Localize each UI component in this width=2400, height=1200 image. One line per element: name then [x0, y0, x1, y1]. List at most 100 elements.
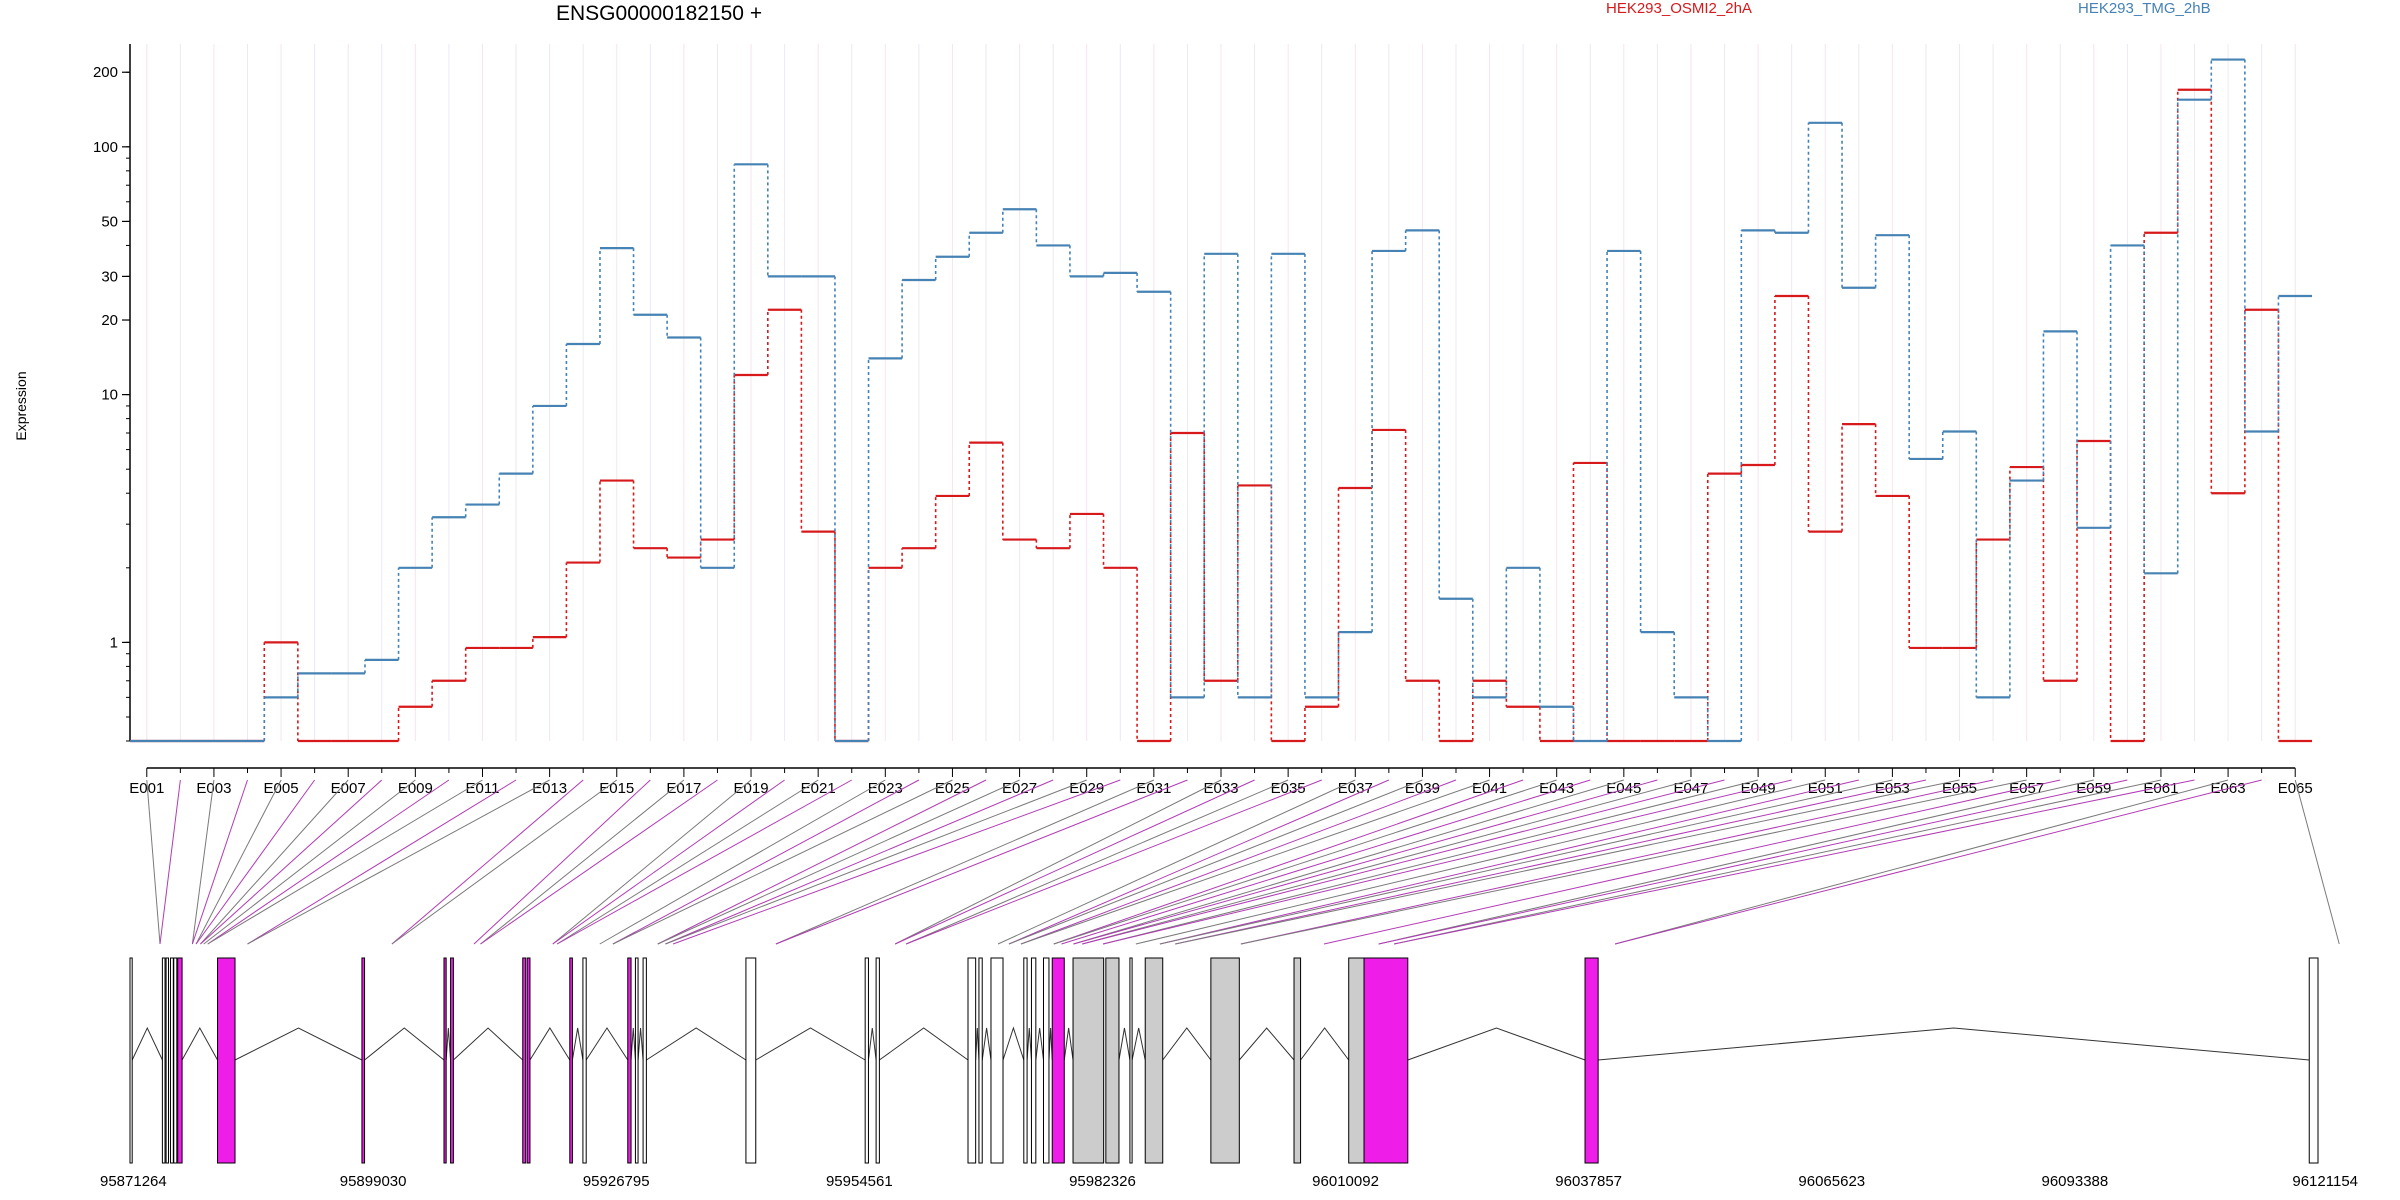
x-tick-label: E003: [196, 780, 231, 797]
exon-connector: [1175, 779, 1960, 945]
x-tick-label: E001: [129, 780, 164, 797]
exon-connector: [195, 779, 316, 945]
x-tick-label: E025: [935, 780, 970, 797]
intron-line: [630, 1027, 636, 1061]
genomic-position-label: 96121154: [2292, 1173, 2358, 1190]
exon-block: [1072, 957, 1105, 1164]
x-tick-label: E033: [1203, 780, 1238, 797]
axes: 1 10 20 30 50 100 200 E001 E003 E005 E007 E009 E011 E…: [93, 44, 2313, 797]
exon-connector: [1614, 779, 2229, 945]
exon-connector: [191, 779, 215, 945]
exon-block: [1293, 957, 1302, 1164]
exon-connector: [1378, 779, 2094, 945]
intron-line: [453, 1027, 524, 1061]
intron-line: [131, 1026, 163, 1061]
exon-block: [1129, 957, 1133, 1164]
exon-connector: [1053, 779, 1524, 945]
exon-connector: [556, 779, 852, 945]
x-tick-label: E055: [1942, 780, 1977, 797]
exon-connector: [1159, 779, 1859, 945]
exon-block: [582, 957, 587, 1164]
exon-connector: [391, 779, 584, 945]
exon-connector: [1082, 779, 1725, 945]
exon-connector: [1175, 779, 1927, 945]
exon-connector: [672, 779, 1121, 945]
exon-connector: [894, 779, 1255, 945]
intron-line: [445, 1027, 452, 1061]
intron-line: [981, 1027, 992, 1061]
intron-line: [1002, 1026, 1025, 1061]
genomic-position-label: 95871264: [100, 1173, 167, 1190]
exon-block: [1030, 957, 1037, 1164]
y-tick-label: 20: [101, 312, 118, 329]
intron-line: [1026, 1027, 1032, 1061]
intron-line: [1238, 1027, 1295, 1061]
x-tick-label: E007: [331, 780, 366, 797]
exon-connector: [159, 779, 181, 945]
exon-connector: [146, 779, 161, 945]
exon-block: [2308, 957, 2319, 1164]
intron-line: [1162, 1027, 1212, 1061]
x-tick-label: E065: [2278, 780, 2313, 797]
genomic-position-label: 95982326: [1069, 1173, 1136, 1190]
exon-connector: [191, 779, 248, 945]
exon-block: [1042, 957, 1050, 1164]
exon-connector: [1393, 779, 2162, 945]
x-tick-label: E011: [466, 780, 500, 797]
exon-connector: [657, 779, 1020, 945]
exon-connector: [247, 779, 550, 945]
exon-block: [361, 957, 366, 1164]
exon-connector: [612, 779, 953, 945]
exon-block: [443, 957, 447, 1164]
exon-block: [642, 957, 647, 1164]
chart-title: ENSG00000182150 +: [556, 2, 763, 25]
exon-block: [173, 957, 178, 1164]
y-tick-label: 200: [93, 64, 118, 81]
exon-block: [129, 957, 133, 1164]
intron-line: [529, 1027, 571, 1061]
intron-line: [571, 1027, 584, 1061]
exon-connector: [207, 779, 483, 945]
x-tick-label: E021: [801, 780, 836, 797]
exon-connector: [612, 779, 920, 945]
exon-connector: [391, 779, 618, 945]
exon-connector: [894, 779, 1222, 945]
x-tick-label: E041: [1472, 780, 1507, 797]
exon-connector: [775, 779, 1155, 945]
intron-line: [1131, 1027, 1146, 1061]
legend-series-a: HEK293_OSMI2_2hA: [1606, 0, 1752, 17]
x-tick-label: E019: [734, 780, 769, 797]
exon-connector: [1102, 779, 1759, 945]
exon-connector: [1073, 779, 1658, 945]
exon-connector: [1082, 779, 1692, 945]
exon-connector: [473, 779, 651, 945]
exon-block: [1023, 957, 1028, 1164]
exon-connector: [203, 779, 416, 945]
genomic-position-label: 96093388: [2042, 1173, 2109, 1190]
exon-connector: [775, 779, 1188, 945]
x-tick-label: E057: [2009, 780, 2044, 797]
exon-connector: [1240, 779, 2027, 945]
x-tick-label: E053: [1875, 780, 1910, 797]
exon-block: [967, 957, 977, 1164]
intron-line: [234, 1027, 363, 1061]
intron-line: [1598, 1027, 2310, 1061]
exon-block: [526, 957, 531, 1164]
intron-line: [637, 1027, 644, 1061]
genomic-position-label: 96037857: [1555, 1173, 1622, 1190]
intron-line: [364, 1027, 445, 1061]
y-axis-label: Expression: [13, 371, 29, 441]
exon-connector: [200, 779, 383, 945]
intron-line: [181, 1026, 218, 1061]
exon-connector: [599, 779, 886, 945]
intron-line: [1300, 1027, 1350, 1061]
x-tick-label: E029: [1069, 780, 1104, 797]
genomic-position-label: 95954561: [826, 1173, 893, 1190]
intron-line: [1118, 1027, 1131, 1061]
exon-block: [627, 957, 632, 1164]
x-tick-label: E009: [398, 780, 433, 797]
exon-block: [875, 957, 880, 1164]
exon-block: [990, 957, 1004, 1164]
exon-connector: [1135, 779, 1826, 945]
exon-block: [1348, 957, 1365, 1164]
